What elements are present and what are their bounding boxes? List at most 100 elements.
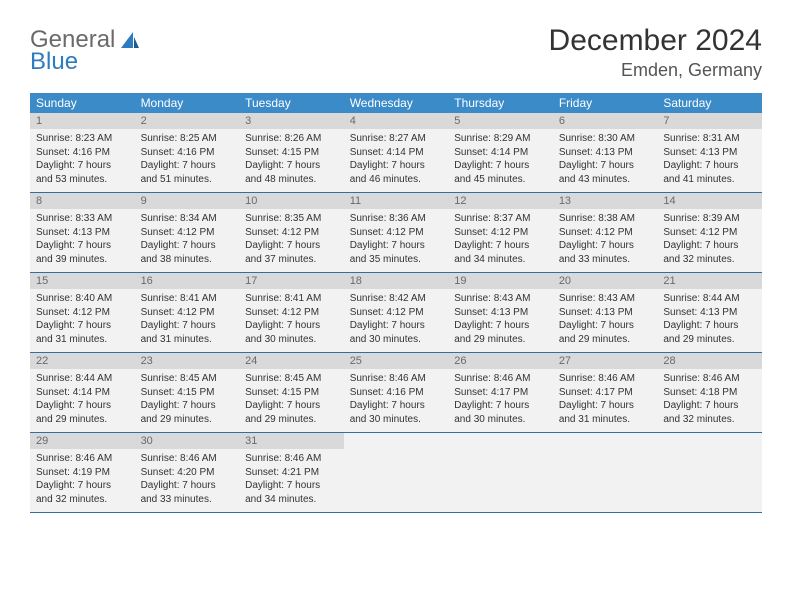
daylight-text: and 31 minutes. (559, 413, 652, 427)
calendar-empty (448, 433, 553, 513)
day-info: Sunrise: 8:46 AMSunset: 4:16 PMDaylight:… (350, 372, 443, 426)
calendar-week: 29Sunrise: 8:46 AMSunset: 4:19 PMDayligh… (30, 433, 762, 513)
calendar-day: 5Sunrise: 8:29 AMSunset: 4:14 PMDaylight… (448, 113, 553, 193)
calendar-day: 18Sunrise: 8:42 AMSunset: 4:12 PMDayligh… (344, 273, 449, 353)
day-number: 12 (448, 193, 553, 209)
calendar-day: 1Sunrise: 8:23 AMSunset: 4:16 PMDaylight… (30, 113, 135, 193)
daylight-text: and 32 minutes. (36, 493, 129, 507)
calendar-week: 1Sunrise: 8:23 AMSunset: 4:16 PMDaylight… (30, 113, 762, 193)
sunrise-text: Sunrise: 8:36 AM (350, 212, 443, 226)
day-info: Sunrise: 8:25 AMSunset: 4:16 PMDaylight:… (141, 132, 234, 186)
daylight-text: Daylight: 7 hours (36, 399, 129, 413)
daylight-text: Daylight: 7 hours (141, 239, 234, 253)
sunrise-text: Sunrise: 8:27 AM (350, 132, 443, 146)
day-info: Sunrise: 8:30 AMSunset: 4:13 PMDaylight:… (559, 132, 652, 186)
daylight-text: and 32 minutes. (663, 413, 756, 427)
calendar-table: SundayMondayTuesdayWednesdayThursdayFrid… (30, 93, 762, 513)
day-number: 29 (30, 433, 135, 449)
day-info: Sunrise: 8:46 AMSunset: 4:19 PMDaylight:… (36, 452, 129, 506)
calendar-day: 9Sunrise: 8:34 AMSunset: 4:12 PMDaylight… (135, 193, 240, 273)
daylight-text: Daylight: 7 hours (245, 479, 338, 493)
daylight-text: and 41 minutes. (663, 173, 756, 187)
day-info: Sunrise: 8:44 AMSunset: 4:14 PMDaylight:… (36, 372, 129, 426)
day-header: Tuesday (239, 93, 344, 113)
calendar-empty (553, 433, 658, 513)
day-info: Sunrise: 8:46 AMSunset: 4:21 PMDaylight:… (245, 452, 338, 506)
daylight-text: and 34 minutes. (454, 253, 547, 267)
daylight-text: Daylight: 7 hours (559, 239, 652, 253)
sunrise-text: Sunrise: 8:45 AM (245, 372, 338, 386)
calendar-day: 11Sunrise: 8:36 AMSunset: 4:12 PMDayligh… (344, 193, 449, 273)
sunset-text: Sunset: 4:12 PM (350, 226, 443, 240)
sunrise-text: Sunrise: 8:44 AM (36, 372, 129, 386)
calendar-week: 8Sunrise: 8:33 AMSunset: 4:13 PMDaylight… (30, 193, 762, 273)
calendar-day: 26Sunrise: 8:46 AMSunset: 4:17 PMDayligh… (448, 353, 553, 433)
calendar-day: 8Sunrise: 8:33 AMSunset: 4:13 PMDaylight… (30, 193, 135, 273)
daylight-text: and 31 minutes. (36, 333, 129, 347)
sunset-text: Sunset: 4:20 PM (141, 466, 234, 480)
daylight-text: and 29 minutes. (663, 333, 756, 347)
day-number: 19 (448, 273, 553, 289)
daylight-text: and 37 minutes. (245, 253, 338, 267)
sunrise-text: Sunrise: 8:43 AM (559, 292, 652, 306)
daylight-text: Daylight: 7 hours (454, 399, 547, 413)
calendar-day: 29 Sunrise: 8:46 AMSunset: 4:19 PMDayligh… (30, 433, 135, 513)
daylight-text: and 46 minutes. (350, 173, 443, 187)
calendar-day: 7Sunrise: 8:31 AMSunset: 4:13 PMDaylight… (657, 113, 762, 193)
daylight-text: and 30 minutes. (350, 413, 443, 427)
day-number: 30 (135, 433, 240, 449)
sunset-text: Sunset: 4:12 PM (245, 226, 338, 240)
daylight-text: and 29 minutes. (245, 413, 338, 427)
sunset-text: Sunset: 4:16 PM (36, 146, 129, 160)
calendar-day: 6Sunrise: 8:30 AMSunset: 4:13 PMDaylight… (553, 113, 658, 193)
daylight-text: and 48 minutes. (245, 173, 338, 187)
daylight-text: Daylight: 7 hours (559, 159, 652, 173)
sunrise-text: Sunrise: 8:44 AM (663, 292, 756, 306)
day-number: 15 (30, 273, 135, 289)
sunset-text: Sunset: 4:14 PM (454, 146, 547, 160)
calendar-day: 17Sunrise: 8:41 AMSunset: 4:12 PMDayligh… (239, 273, 344, 353)
daylight-text: and 33 minutes. (141, 493, 234, 507)
sunset-text: Sunset: 4:21 PM (245, 466, 338, 480)
sunset-text: Sunset: 4:12 PM (141, 306, 234, 320)
calendar-day: 4Sunrise: 8:27 AMSunset: 4:14 PMDaylight… (344, 113, 449, 193)
calendar-day: 28Sunrise: 8:46 AMSunset: 4:18 PMDayligh… (657, 353, 762, 433)
calendar-day: 13Sunrise: 8:38 AMSunset: 4:12 PMDayligh… (553, 193, 658, 273)
sunrise-text: Sunrise: 8:37 AM (454, 212, 547, 226)
brand-logo: General Blue (30, 24, 141, 74)
calendar-day: 12Sunrise: 8:37 AMSunset: 4:12 PMDayligh… (448, 193, 553, 273)
day-info: Sunrise: 8:44 AMSunset: 4:13 PMDaylight:… (663, 292, 756, 346)
day-header: Wednesday (344, 93, 449, 113)
daylight-text: Daylight: 7 hours (454, 319, 547, 333)
sunset-text: Sunset: 4:12 PM (36, 306, 129, 320)
calendar-day: 31Sunrise: 8:46 AMSunset: 4:21 PMDayligh… (239, 433, 344, 513)
day-number: 21 (657, 273, 762, 289)
day-number: 3 (239, 113, 344, 129)
sunrise-text: Sunrise: 8:46 AM (245, 452, 338, 466)
sunset-text: Sunset: 4:12 PM (663, 226, 756, 240)
sunrise-text: Sunrise: 8:46 AM (454, 372, 547, 386)
daylight-text: Daylight: 7 hours (663, 399, 756, 413)
day-number: 9 (135, 193, 240, 209)
sail-icon (119, 30, 141, 57)
day-number: 26 (448, 353, 553, 369)
sunrise-text: Sunrise: 8:25 AM (141, 132, 234, 146)
daylight-text: and 29 minutes. (454, 333, 547, 347)
calendar-week: 15Sunrise: 8:40 AMSunset: 4:12 PMDayligh… (30, 273, 762, 353)
day-info: Sunrise: 8:43 AMSunset: 4:13 PMDaylight:… (559, 292, 652, 346)
daylight-text: Daylight: 7 hours (141, 319, 234, 333)
sunset-text: Sunset: 4:12 PM (454, 226, 547, 240)
title-block: December 2024 Emden, Germany (549, 24, 762, 81)
sunset-text: Sunset: 4:19 PM (36, 466, 129, 480)
daylight-text: and 39 minutes. (36, 253, 129, 267)
calendar-day: 16Sunrise: 8:41 AMSunset: 4:12 PMDayligh… (135, 273, 240, 353)
day-info: Sunrise: 8:41 AMSunset: 4:12 PMDaylight:… (245, 292, 338, 346)
daylight-text: Daylight: 7 hours (141, 159, 234, 173)
daylight-text: and 33 minutes. (559, 253, 652, 267)
daylight-text: and 31 minutes. (141, 333, 234, 347)
daylight-text: and 51 minutes. (141, 173, 234, 187)
day-info: Sunrise: 8:46 AMSunset: 4:20 PMDaylight:… (141, 452, 234, 506)
sunrise-text: Sunrise: 8:41 AM (141, 292, 234, 306)
sunrise-text: Sunrise: 8:31 AM (663, 132, 756, 146)
day-info: Sunrise: 8:27 AMSunset: 4:14 PMDaylight:… (350, 132, 443, 186)
